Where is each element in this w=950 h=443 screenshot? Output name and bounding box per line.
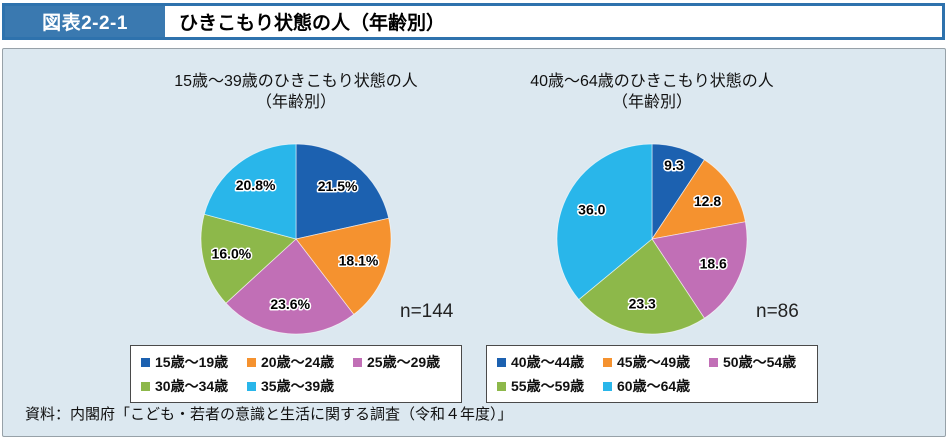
pie-chart-40-64: 40歳～64歳のひきこもり状態の人 （年齢別） 9.3 12.8 18.6 23.3 3… [474,71,830,403]
legend-item: 25歳～29歳 [353,352,451,372]
figure-panel: 15歳～39歳のひきこもり状態の人 （年齢別） 21.5% 18.1% 23.6% 1… [2,48,946,437]
sample-size-label: n=144 [400,301,454,322]
legend-item: 20歳～24歳 [247,352,345,372]
legend-item: 15歳～19歳 [141,352,239,372]
legend-item: 35歳～39歳 [247,376,345,396]
legend-item: 55歳～59歳 [497,376,595,396]
pie-svg-15-39: 21.5% 18.1% 23.6% 16.0% 20.8% [200,143,392,335]
pie-value-label: 9.3 [664,157,684,173]
chart-title-line1: 15歳～39歳のひきこもり状態の人 [174,73,418,90]
pie-chart-15-39: 15歳～39歳のひきこもり状態の人 （年齢別） 21.5% 18.1% 23.6% 1… [118,71,474,403]
legend-swatch [353,357,362,367]
pie-value-label: 23.6% [270,296,310,312]
pie-value-label: 23.3 [629,296,656,312]
legend-swatch [247,381,256,391]
legend-label: 15歳～19歳 [155,354,229,370]
legend-swatch [141,357,150,367]
chart-title: 40歳～64歳のひきこもり状態の人 （年齢別） [530,71,774,113]
pie-value-label: 21.5% [318,178,358,194]
pie-slice-20歳～24歳 [295,217,392,315]
source-note: 資料：内閣府「こども・若者の意識と生活に関する調査（令和４年度）」 [25,406,513,423]
charts-row: 15歳～39歳のひきこもり状態の人 （年齢別） 21.5% 18.1% 23.6% 1… [3,49,945,403]
legend-swatch [497,381,506,391]
pie-slice-55歳～59歳 [578,238,705,335]
pie-slice-30歳～34歳 [200,213,297,304]
legend-swatch [603,381,612,391]
legend-label: 30歳～34歳 [155,378,229,394]
pie-value-label: 36.0 [578,201,605,217]
pie-slice-25歳～29歳 [225,238,355,335]
sample-size-label: n=86 [756,301,799,322]
legend-item: 60歳～64歳 [603,376,701,396]
pie-svg-40-64: 9.3 12.8 18.6 23.3 36.0 [556,143,748,335]
legend-label: 25歳～29歳 [367,354,441,370]
chart-title-line2: （年齢別） [255,94,336,111]
legend-label: 45歳～49歳 [617,354,691,370]
chart-title: 15歳～39歳のひきこもり状態の人 （年齢別） [174,71,418,113]
legend-item: 50歳～54歳 [709,352,807,372]
legend-label: 50歳～54歳 [723,354,797,370]
legend-item: 45歳～49歳 [603,352,701,372]
chart-title-line1: 40歳～64歳のひきこもり状態の人 [530,73,774,90]
legend-label: 40歳～44歳 [511,354,585,370]
legend-swatch [709,357,718,367]
pie-slice-45歳～49歳 [651,159,746,240]
figure-header: 図表2-2-1 ひきこもり状態の人（年齢別） [2,3,945,40]
figure-number-badge: 図表2-2-1 [5,6,165,37]
pie-slice-15歳～19歳 [295,143,390,240]
legend-item: 40歳～44歳 [497,352,595,372]
legend-swatch [603,357,612,367]
legend-label: 35歳～39歳 [261,378,335,394]
legend-swatch [247,357,256,367]
pie-slice-50歳～54歳 [651,221,748,319]
pie-value-label: 18.1% [339,252,379,268]
pie-value-label: 12.8 [694,193,721,209]
pie-value-label: 16.0% [212,245,252,261]
pie-value-label: 20.8% [236,177,276,193]
legend-15-39: 15歳～19歳 20歳～24歳 25歳～29歳 30歳～34歳 35歳～39歳 [130,345,462,403]
pie-area: 21.5% 18.1% 23.6% 16.0% 20.8% n=144 [118,139,474,339]
pie-slice-35歳～39歳 [203,143,297,240]
figure-title: ひきこもり状態の人（年齢別） [179,13,446,34]
legend-40-64: 40歳～44歳 45歳～49歳 50歳～54歳 55歳～59歳 60歳～64歳 [486,345,818,403]
legend-item: 30歳～34歳 [141,376,239,396]
pie-area: 9.3 12.8 18.6 23.3 36.0 n=86 [474,139,830,339]
legend-swatch [497,357,506,367]
pie-value-label: 18.6 [700,256,727,272]
chart-title-line2: （年齢別） [611,94,692,111]
pie-slice-60歳～64歳 [556,143,653,301]
legend-label: 60歳～64歳 [617,378,691,394]
legend-label: 20歳～24歳 [261,354,335,370]
legend-swatch [141,381,150,391]
legend-label: 55歳～59歳 [511,378,585,394]
